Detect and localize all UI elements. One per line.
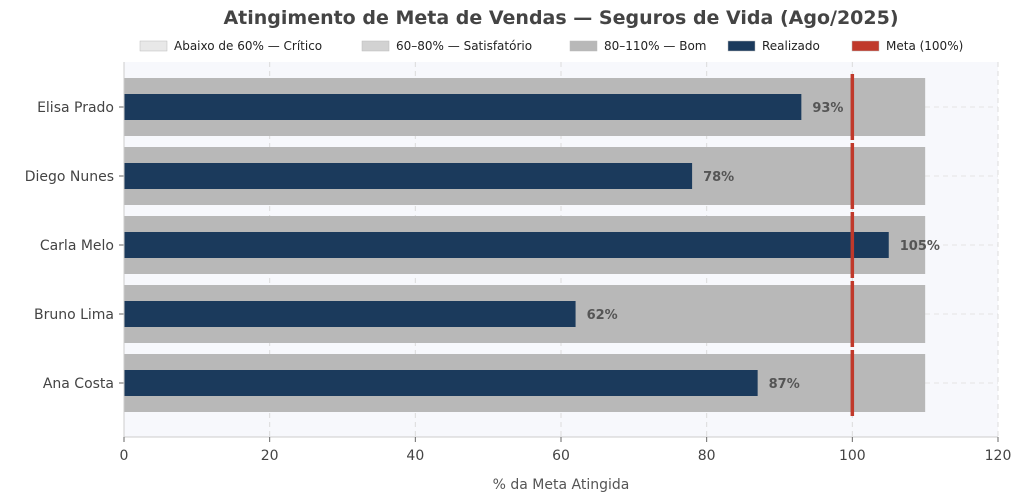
value-label: 78% bbox=[703, 170, 734, 185]
x-tick-label: 80 bbox=[698, 448, 716, 464]
bar-realizado bbox=[124, 94, 802, 120]
x-tick-label: 60 bbox=[552, 448, 570, 464]
legend-label: Abaixo de 60% — Crítico bbox=[174, 39, 322, 53]
value-label: 62% bbox=[587, 308, 618, 323]
chart-title: Atingimento de Meta de Vendas — Seguros … bbox=[223, 7, 898, 29]
y-tick-label: Diego Nunes bbox=[25, 169, 114, 185]
legend-swatch bbox=[139, 40, 168, 52]
x-tick-label: 40 bbox=[406, 448, 424, 464]
x-tick-label: 20 bbox=[261, 448, 279, 464]
y-tick-label: Carla Melo bbox=[40, 238, 114, 254]
legend-label: 80–110% — Bom bbox=[604, 39, 706, 53]
bar-realizado bbox=[124, 370, 758, 396]
legend-swatch bbox=[361, 40, 390, 52]
value-label: 93% bbox=[812, 101, 843, 116]
legend: Abaixo de 60% — Crítico 60–80% — Satisfat… bbox=[139, 39, 963, 53]
legend-label: Realizado bbox=[762, 39, 820, 53]
x-axis-label: % da Meta Atingida bbox=[493, 477, 630, 493]
bar-realizado bbox=[124, 232, 889, 258]
bar-realizado bbox=[124, 163, 693, 189]
legend-swatch bbox=[727, 40, 756, 52]
x-tick-label: 0 bbox=[120, 448, 129, 464]
value-label: 105% bbox=[900, 239, 940, 254]
legend-swatch bbox=[851, 40, 880, 52]
y-tick-label: Bruno Lima bbox=[34, 307, 114, 323]
x-tick-label: 120 bbox=[985, 448, 1012, 464]
legend-label: Meta (100%) bbox=[886, 39, 963, 53]
y-tick-label: Elisa Prado bbox=[37, 100, 114, 116]
x-tick-label: 100 bbox=[839, 448, 866, 464]
legend-swatch bbox=[569, 40, 598, 52]
bar-realizado bbox=[124, 301, 576, 327]
y-tick-label: Ana Costa bbox=[43, 376, 114, 392]
value-label: 87% bbox=[769, 377, 800, 392]
legend-label: 60–80% — Satisfatório bbox=[396, 39, 532, 53]
